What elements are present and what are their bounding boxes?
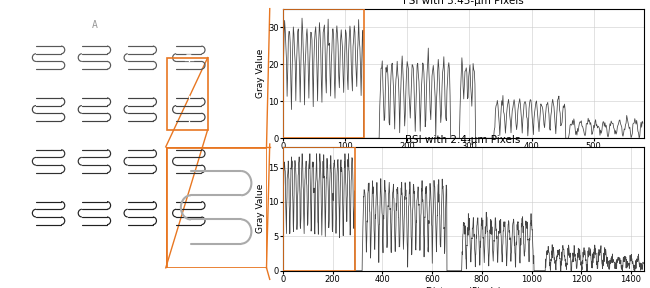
- Bar: [283, 9, 363, 138]
- Y-axis label: Gray Value: Gray Value: [256, 49, 265, 98]
- Title: FSI with 3.45-µm Pixels: FSI with 3.45-µm Pixels: [403, 0, 523, 6]
- Y-axis label: Gray Value: Gray Value: [256, 184, 265, 234]
- Title: BSI with 2.4-µm Pixels: BSI with 2.4-µm Pixels: [406, 135, 521, 145]
- X-axis label: Distance (Pixels): Distance (Pixels): [426, 154, 500, 163]
- Text: A: A: [92, 20, 98, 30]
- Bar: [167, 58, 208, 130]
- Bar: [283, 147, 355, 271]
- Bar: [166, 147, 266, 268]
- X-axis label: Distance (Pixels): Distance (Pixels): [426, 287, 500, 288]
